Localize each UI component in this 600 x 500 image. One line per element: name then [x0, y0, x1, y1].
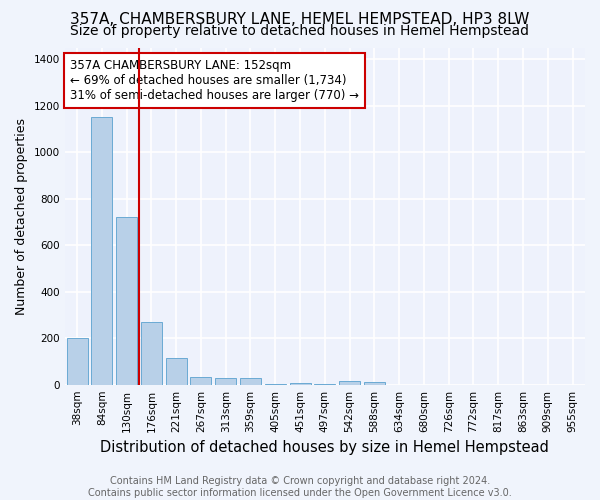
- Bar: [240, 378, 261, 384]
- Y-axis label: Number of detached properties: Number of detached properties: [15, 118, 28, 314]
- Bar: [339, 381, 360, 384]
- Bar: [141, 322, 162, 384]
- Bar: [91, 118, 112, 384]
- Bar: [290, 383, 311, 384]
- Text: Contains HM Land Registry data © Crown copyright and database right 2024.
Contai: Contains HM Land Registry data © Crown c…: [88, 476, 512, 498]
- Bar: [190, 376, 211, 384]
- Bar: [67, 338, 88, 384]
- Text: Size of property relative to detached houses in Hemel Hempstead: Size of property relative to detached ho…: [71, 24, 530, 38]
- Bar: [116, 218, 137, 384]
- Text: 357A, CHAMBERSBURY LANE, HEMEL HEMPSTEAD, HP3 8LW: 357A, CHAMBERSBURY LANE, HEMEL HEMPSTEAD…: [70, 12, 530, 28]
- X-axis label: Distribution of detached houses by size in Hemel Hempstead: Distribution of detached houses by size …: [100, 440, 549, 455]
- Bar: [215, 378, 236, 384]
- Text: 357A CHAMBERSBURY LANE: 152sqm
← 69% of detached houses are smaller (1,734)
31% : 357A CHAMBERSBURY LANE: 152sqm ← 69% of …: [70, 60, 359, 102]
- Bar: [364, 382, 385, 384]
- Bar: [166, 358, 187, 384]
